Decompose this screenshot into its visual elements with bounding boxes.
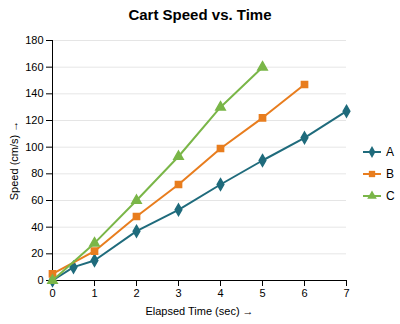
svg-text:160: 160 [25,61,43,73]
svg-text:6: 6 [301,287,307,299]
html-text:Cart Speed vs. Time: Cart Speed vs. Time [128,6,272,23]
svg-text:7: 7 [343,287,349,299]
svg-text:100: 100 [25,141,43,153]
svg-text:60: 60 [31,194,43,206]
svg-text:Elapsed Time (sec) →: Elapsed Time (sec) → [145,305,253,317]
html-text:A: A [386,145,394,159]
svg-text:20: 20 [31,247,43,259]
svg-text:3: 3 [175,287,181,299]
svg-text:140: 140 [25,87,43,99]
svg-text:1: 1 [91,287,97,299]
svg-text:5: 5 [259,287,265,299]
svg-text:4: 4 [217,287,223,299]
svg-text:80: 80 [31,167,43,179]
html-text:C: C [386,189,395,203]
svg-text:120: 120 [25,114,43,126]
svg-text:40: 40 [31,221,43,233]
svg-text:2: 2 [133,287,139,299]
svg-text:180: 180 [25,34,43,46]
svg-text:0: 0 [49,287,55,299]
svg-text:Speed (cm/s) →: Speed (cm/s) → [8,121,20,200]
html-text:B: B [386,167,394,181]
svg-text:0: 0 [37,274,43,286]
